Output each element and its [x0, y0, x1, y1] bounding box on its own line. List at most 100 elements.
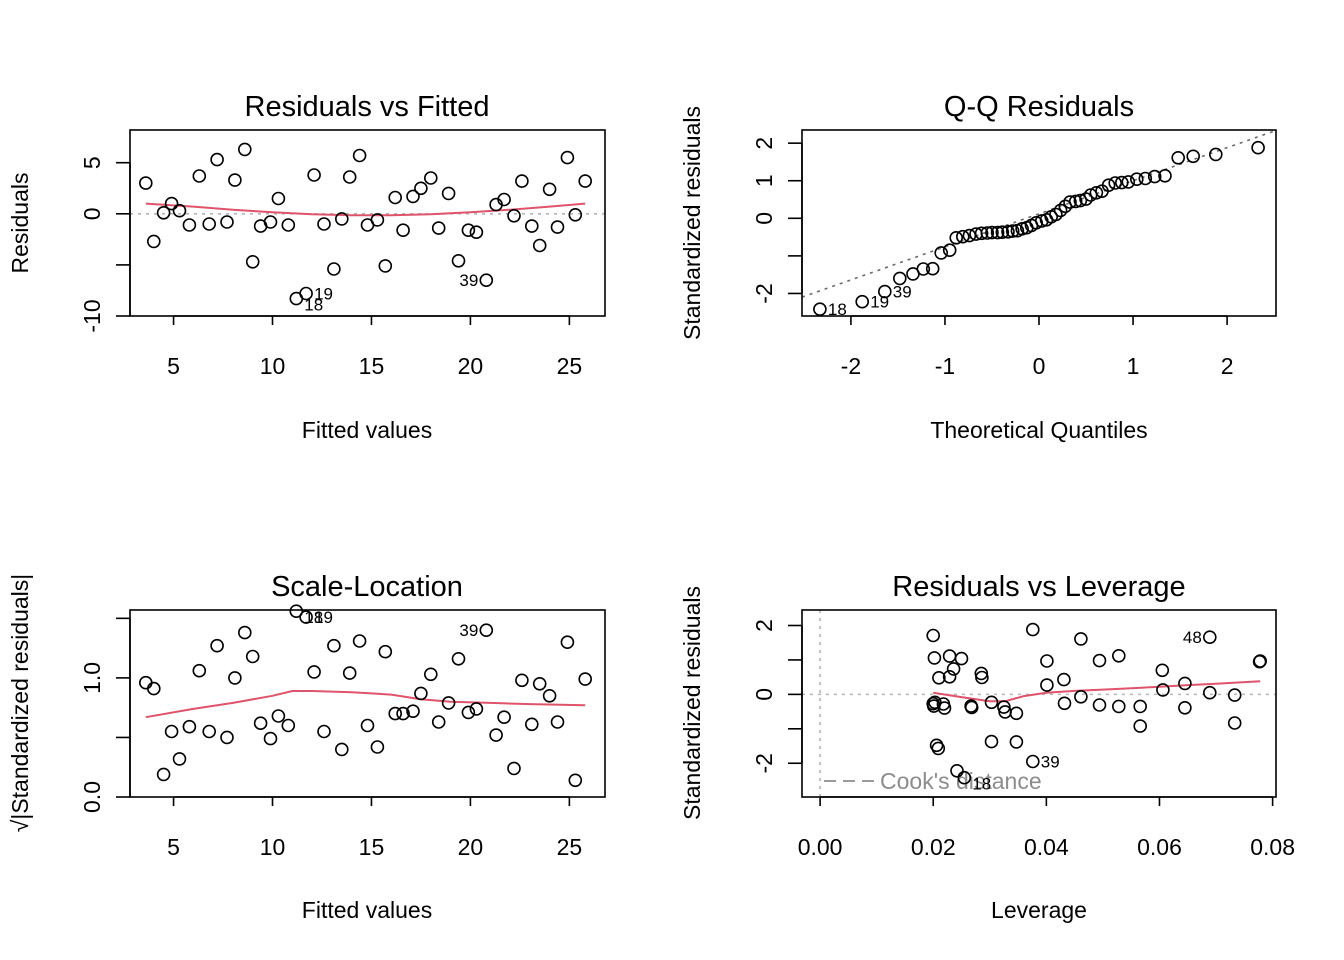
point-label: 18 — [304, 608, 323, 627]
data-point — [202, 217, 216, 231]
data-point — [1253, 654, 1267, 668]
data-point — [156, 206, 171, 220]
chart-title: Scale-Location — [271, 571, 463, 603]
x-tick-label: 0.00 — [798, 834, 843, 860]
data-point — [1112, 699, 1126, 714]
x-tick-label: 10 — [260, 834, 286, 860]
x-tick-label: 10 — [260, 353, 286, 379]
data-point — [524, 717, 539, 732]
data-point — [182, 719, 197, 734]
data-point — [984, 734, 999, 749]
data-point — [927, 651, 942, 665]
x-axis-label: Theoretical Quantiles — [930, 417, 1147, 443]
data-point — [378, 644, 393, 659]
data-point — [974, 226, 989, 241]
y-tick-label: 1.0 — [79, 662, 105, 694]
data-point — [1057, 672, 1071, 687]
data-point — [192, 663, 207, 678]
data-point — [1156, 683, 1170, 697]
data-point — [461, 705, 476, 720]
data-point — [1133, 699, 1147, 714]
data-point — [524, 219, 539, 233]
y-tick-label: 2 — [751, 137, 777, 150]
data-point — [1101, 178, 1116, 192]
x-axis-label: Leverage — [991, 897, 1087, 923]
x-tick-label: 0.06 — [1137, 834, 1182, 860]
data-point — [431, 715, 446, 729]
point-label: 39 — [459, 621, 478, 640]
data-point — [1026, 622, 1040, 637]
data-point — [1112, 648, 1126, 663]
data-point — [263, 731, 278, 746]
data-point — [1130, 172, 1144, 186]
data-point — [1089, 186, 1104, 200]
data-point — [423, 171, 438, 185]
data-point — [1115, 175, 1129, 190]
data-point — [1209, 147, 1223, 162]
chart-title: Residuals vs Leverage — [892, 571, 1185, 603]
data-point — [1049, 207, 1063, 222]
data-point — [1040, 654, 1054, 668]
x-tick-label: -1 — [935, 353, 955, 379]
data-point — [1001, 225, 1015, 239]
data-point — [1203, 685, 1217, 700]
data-point — [942, 649, 957, 663]
x-tick-label: 15 — [359, 834, 385, 860]
data-point — [271, 191, 286, 206]
point-label: 39 — [459, 271, 478, 290]
point-label: 19 — [870, 293, 889, 312]
x-tick-label: 0 — [1033, 353, 1046, 379]
data-point — [1138, 171, 1153, 186]
data-point — [147, 234, 161, 249]
data-point — [946, 662, 961, 676]
data-point — [507, 209, 521, 223]
data-point — [1092, 653, 1107, 668]
x-tick-label: 1 — [1127, 353, 1140, 379]
data-point — [1005, 224, 1020, 238]
chart-title: Residuals vs Fitted — [245, 91, 490, 123]
data-point — [1074, 689, 1088, 704]
data-point — [560, 150, 575, 165]
data-point — [1121, 175, 1136, 189]
data-point — [1073, 193, 1088, 208]
data-point — [550, 715, 565, 729]
data-point — [342, 666, 357, 680]
data-point — [532, 238, 547, 253]
data-point — [497, 710, 511, 725]
x-tick-label: 0.02 — [911, 834, 956, 860]
x-tick-label: 25 — [557, 834, 583, 860]
y-axis-label: Standardized residuals — [679, 586, 705, 820]
data-point — [1186, 149, 1200, 164]
data-point — [892, 271, 907, 286]
data-point — [317, 724, 331, 739]
point-label: 39 — [893, 283, 912, 302]
data-point — [1227, 716, 1242, 730]
data-point — [441, 186, 456, 201]
data-point — [327, 262, 341, 276]
data-point — [479, 623, 494, 638]
data-point — [299, 610, 313, 624]
data-point — [932, 670, 946, 685]
data-point — [271, 709, 286, 723]
data-point — [507, 761, 521, 776]
data-point — [245, 254, 260, 269]
point-label: 39 — [1041, 753, 1060, 772]
data-point — [1178, 700, 1192, 715]
data-point — [164, 196, 179, 211]
data-point — [578, 672, 593, 686]
data-point — [327, 638, 341, 653]
y-tick-label: 0 — [79, 207, 105, 220]
point-label: 19 — [314, 285, 333, 304]
data-point — [352, 634, 367, 648]
data-point — [1133, 719, 1147, 733]
smooth-line — [145, 690, 586, 719]
data-point — [406, 189, 420, 204]
data-point — [497, 192, 511, 207]
data-point — [954, 651, 969, 666]
y-axis-label: Residuals — [7, 173, 33, 274]
panel-scale-location: Scale-Location Fitted values √|Standardi… — [7, 571, 606, 923]
data-point — [228, 173, 242, 187]
point-label: 18 — [828, 300, 847, 319]
point-label: 18 — [972, 775, 991, 794]
